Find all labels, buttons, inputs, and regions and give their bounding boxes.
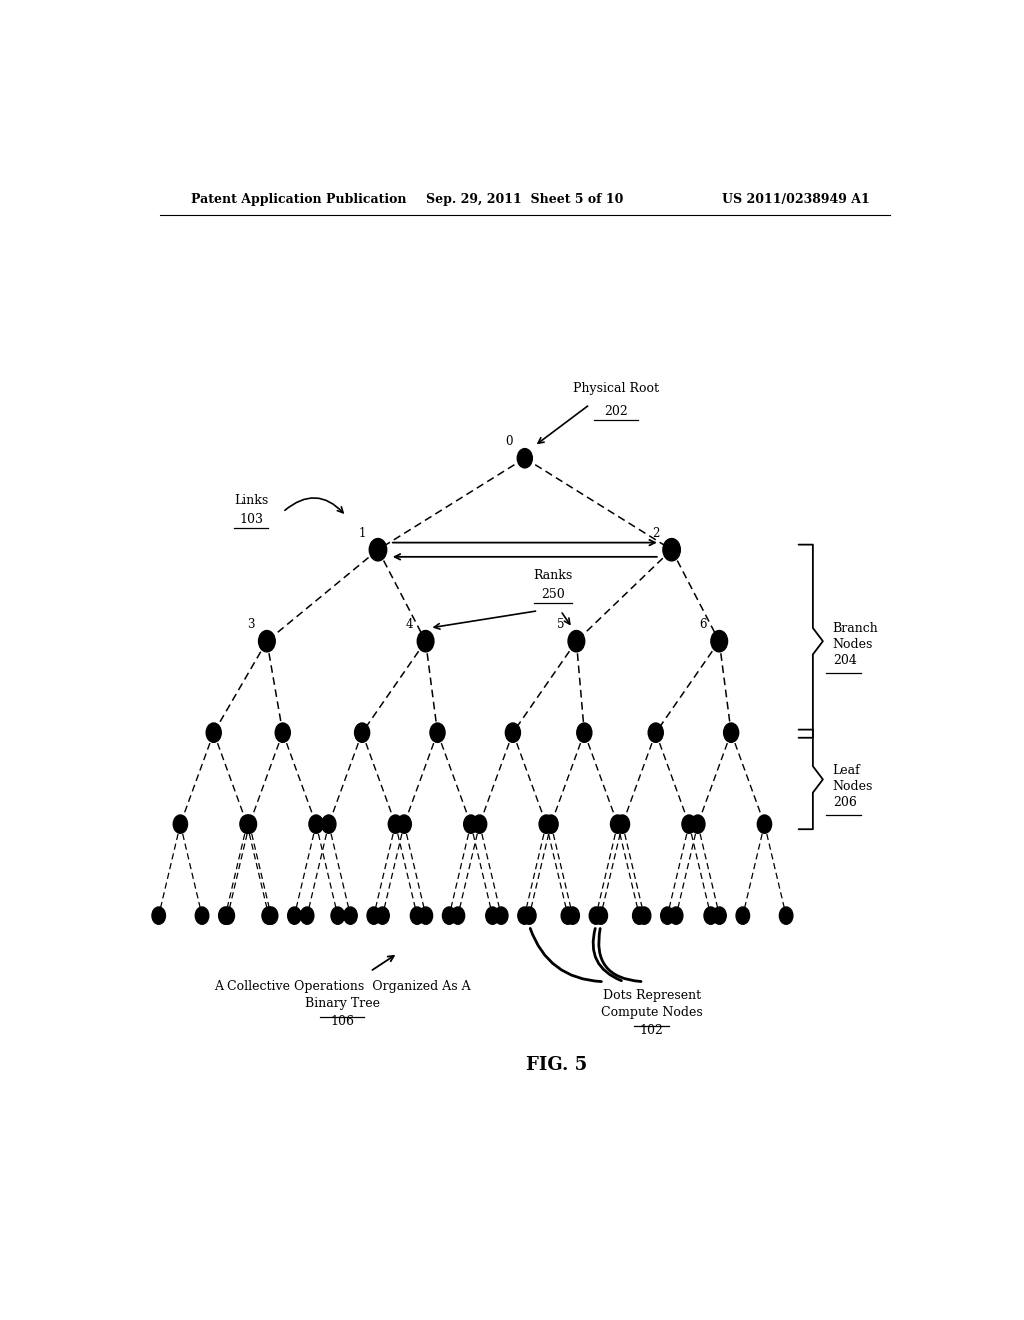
Text: US 2011/0238949 A1: US 2011/0238949 A1 [722, 193, 870, 206]
Circle shape [262, 907, 275, 924]
Circle shape [633, 907, 646, 924]
Circle shape [566, 907, 580, 924]
Circle shape [690, 814, 705, 833]
Text: 5: 5 [557, 619, 564, 631]
Circle shape [397, 814, 412, 833]
Circle shape [419, 907, 432, 924]
Circle shape [344, 907, 357, 924]
Circle shape [779, 907, 793, 924]
Circle shape [417, 631, 434, 652]
Circle shape [206, 723, 221, 742]
Text: Ranks: Ranks [532, 569, 572, 582]
Circle shape [331, 907, 344, 924]
Circle shape [367, 907, 381, 924]
Text: Dots Represent: Dots Represent [603, 989, 700, 1002]
Text: Links: Links [233, 494, 268, 507]
Text: 204: 204 [833, 653, 857, 667]
Text: 103: 103 [239, 513, 263, 527]
Circle shape [322, 814, 336, 833]
Circle shape [724, 723, 738, 742]
Circle shape [506, 723, 520, 742]
Circle shape [517, 449, 532, 467]
Circle shape [464, 814, 478, 833]
Text: 1: 1 [358, 527, 366, 540]
Text: Nodes: Nodes [833, 780, 873, 793]
Circle shape [388, 814, 402, 833]
Text: 3: 3 [247, 619, 255, 631]
Circle shape [648, 723, 664, 742]
Circle shape [703, 907, 718, 924]
Text: Binary Tree: Binary Tree [305, 997, 380, 1010]
Circle shape [670, 907, 683, 924]
Circle shape [485, 907, 500, 924]
Text: 6: 6 [699, 619, 708, 631]
Circle shape [522, 907, 537, 924]
Text: 0: 0 [505, 436, 513, 449]
Circle shape [275, 723, 290, 742]
Circle shape [758, 814, 772, 833]
Circle shape [615, 814, 630, 833]
Circle shape [258, 631, 275, 652]
Text: Nodes: Nodes [833, 638, 873, 651]
Text: Patent Application Publication: Patent Application Publication [191, 193, 407, 206]
Text: 2: 2 [652, 527, 659, 540]
Circle shape [495, 907, 508, 924]
Text: FIG. 5: FIG. 5 [526, 1056, 587, 1074]
Circle shape [594, 907, 607, 924]
Circle shape [309, 814, 324, 833]
Circle shape [637, 907, 651, 924]
Circle shape [577, 723, 592, 742]
Circle shape [663, 539, 680, 561]
Text: 102: 102 [640, 1024, 664, 1038]
Circle shape [196, 907, 209, 924]
Circle shape [568, 631, 585, 652]
Circle shape [411, 907, 424, 924]
Text: A Collective Operations  Organized As A: A Collective Operations Organized As A [214, 979, 471, 993]
Text: Physical Root: Physical Root [573, 383, 659, 395]
Circle shape [544, 814, 558, 833]
Circle shape [376, 907, 389, 924]
Circle shape [300, 907, 314, 924]
Circle shape [219, 907, 232, 924]
Circle shape [589, 907, 603, 924]
Circle shape [472, 814, 486, 833]
Circle shape [221, 907, 234, 924]
Circle shape [240, 814, 254, 833]
Text: 250: 250 [541, 587, 564, 601]
Text: 106: 106 [331, 1015, 354, 1028]
Text: 206: 206 [833, 796, 857, 809]
Text: 202: 202 [604, 405, 628, 417]
Circle shape [152, 907, 166, 924]
Circle shape [370, 539, 387, 561]
Circle shape [539, 814, 553, 833]
Circle shape [288, 907, 301, 924]
Circle shape [430, 723, 445, 742]
Circle shape [354, 723, 370, 742]
Circle shape [452, 907, 465, 924]
Circle shape [264, 907, 278, 924]
Text: Branch: Branch [833, 623, 879, 635]
Circle shape [711, 631, 728, 652]
Circle shape [518, 907, 531, 924]
Text: Leaf: Leaf [833, 764, 860, 776]
Circle shape [736, 907, 750, 924]
Text: 4: 4 [406, 619, 414, 631]
Circle shape [660, 907, 674, 924]
Circle shape [682, 814, 696, 833]
Circle shape [610, 814, 625, 833]
Text: Compute Nodes: Compute Nodes [601, 1006, 702, 1019]
Circle shape [243, 814, 257, 833]
Circle shape [173, 814, 187, 833]
Text: Sep. 29, 2011  Sheet 5 of 10: Sep. 29, 2011 Sheet 5 of 10 [426, 193, 624, 206]
Circle shape [561, 907, 574, 924]
Circle shape [713, 907, 726, 924]
Circle shape [442, 907, 456, 924]
